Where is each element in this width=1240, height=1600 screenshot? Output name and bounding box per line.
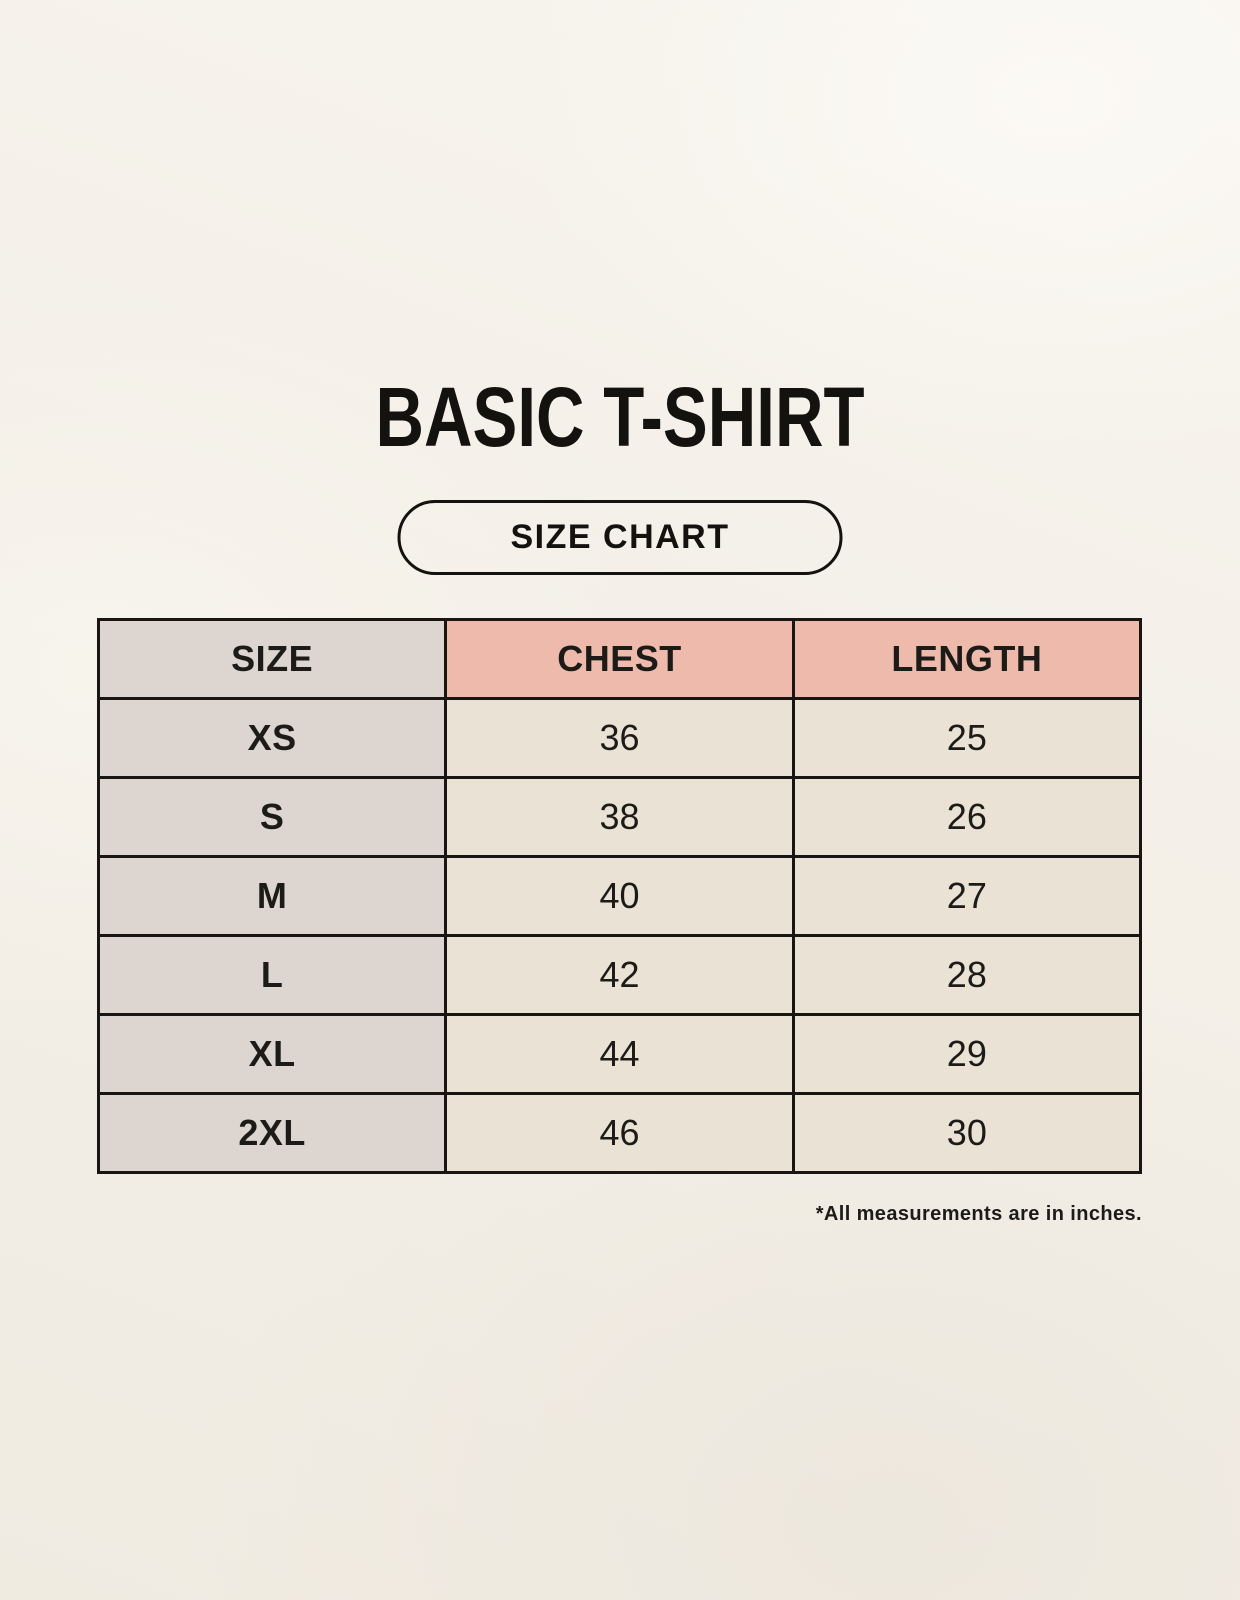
size-cell: S [96,776,448,858]
chest-cell: 36 [444,697,795,779]
chest-cell: 42 [444,934,795,1016]
size-table: SIZE CHEST LENGTH XS 36 25 S 38 26 M 40 … [96,618,1143,1174]
length-cell: 27 [791,855,1143,937]
table-row: XS 36 25 [96,697,1143,779]
length-cell: 28 [791,934,1143,1016]
size-cell: L [96,934,448,1016]
length-cell: 26 [791,776,1143,858]
table-row: S 38 26 [96,776,1143,858]
table-row: M 40 27 [96,855,1143,937]
chest-cell: 46 [444,1092,795,1174]
column-header-length: LENGTH [791,618,1143,700]
size-cell: 2XL [96,1092,448,1174]
measurements-footnote: *All measurements are in inches. [815,1203,1142,1225]
size-chart-badge-label: SIZE CHART [510,518,730,556]
page-title: BASIC T-SHIRT [375,370,865,464]
size-cell: XL [96,1013,448,1095]
chest-cell: 44 [444,1013,795,1095]
chest-cell: 40 [444,855,795,937]
length-cell: 25 [791,697,1143,779]
table-header-row: SIZE CHEST LENGTH [96,618,1143,700]
length-cell: 29 [791,1013,1143,1095]
column-header-chest: CHEST [444,618,795,700]
table-row: L 42 28 [96,934,1143,1016]
table-row: XL 44 29 [96,1013,1143,1095]
chest-cell: 38 [444,776,795,858]
size-cell: M [96,855,448,937]
length-cell: 30 [791,1092,1143,1174]
size-chart-badge: SIZE CHART [397,500,843,575]
size-cell: XS [96,697,448,779]
column-header-size: SIZE [96,618,448,700]
table-row: 2XL 46 30 [96,1092,1143,1174]
